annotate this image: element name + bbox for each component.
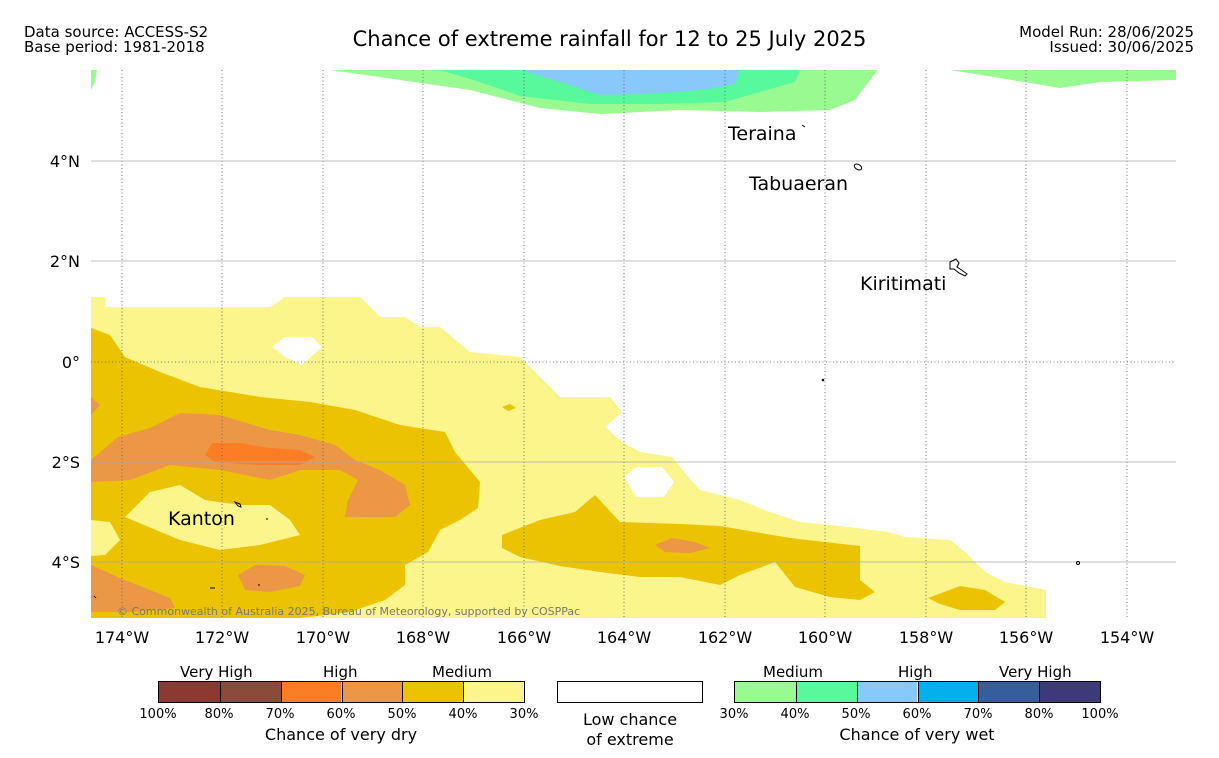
legend-wet-tick: 40% bbox=[780, 707, 810, 722]
header-left: Data source: ACCESS-S2 Base period: 1981… bbox=[24, 25, 208, 55]
map-title: Chance of extreme rainfall for 12 to 25 … bbox=[352, 27, 867, 51]
legend-wet-tick: 30% bbox=[719, 707, 749, 722]
legend-wet-color-cell bbox=[917, 682, 979, 702]
dry-60-70-region bbox=[205, 443, 315, 465]
legend-dry-category: High bbox=[323, 663, 358, 681]
legend-dry-color-cell bbox=[463, 682, 524, 702]
lat-tick: 0° bbox=[62, 353, 80, 372]
dry-50-60-west-edge bbox=[91, 397, 100, 415]
legend-wet-tick: 60% bbox=[902, 707, 932, 722]
wet-30-40-region-ne bbox=[950, 70, 1176, 88]
place-label-teraina: Teraina bbox=[727, 123, 797, 145]
legend-wet-tick: 50% bbox=[841, 707, 871, 722]
legend-wet-caption: Chance of very wet bbox=[839, 725, 995, 744]
legend-dry-caption: Chance of very dry bbox=[264, 725, 418, 744]
wet-30-40-region-nw bbox=[91, 70, 97, 90]
legend-low-swatch bbox=[557, 681, 703, 703]
lat-tick: 4°N bbox=[50, 152, 80, 171]
place-label-tabuaeran: Tabuaeran bbox=[748, 173, 848, 195]
legend-dry-tick: 100% bbox=[139, 707, 177, 722]
lon-tick: 162°W bbox=[698, 628, 753, 647]
model-run-label: Model Run: 28/06/2025 bbox=[1019, 23, 1194, 41]
legend-dry-color-cell bbox=[402, 682, 464, 702]
kiritimati-island bbox=[949, 258, 968, 277]
legend-dry-color-cell bbox=[341, 682, 403, 702]
low-chance-pocket-2 bbox=[624, 467, 674, 497]
legend-dry-color-cell bbox=[159, 682, 220, 702]
lat-tick: 2°N bbox=[50, 252, 80, 271]
tabuaeran-island bbox=[853, 163, 863, 171]
lon-tick: 174°W bbox=[95, 628, 150, 647]
place-label-kiritimati: Kiritimati bbox=[860, 273, 946, 295]
lon-tick: 158°W bbox=[899, 628, 954, 647]
legend-dry-colorbar bbox=[158, 681, 525, 703]
wet-50-60-region bbox=[520, 70, 740, 95]
legend-low-line1: Low chance bbox=[582, 710, 678, 729]
dry-30-40-inner-west-2 bbox=[91, 520, 120, 556]
map-fields bbox=[91, 70, 1176, 618]
copyright-credit: © Commonwealth of Australia 2025, Bureau… bbox=[117, 605, 580, 618]
legend-wet-color-cell bbox=[795, 682, 857, 702]
lon-tick: 166°W bbox=[497, 628, 552, 647]
teraina-island bbox=[801, 124, 806, 128]
dry-50-60-region bbox=[91, 413, 410, 517]
legend-dry-tick: 60% bbox=[326, 707, 356, 722]
place-label-kanton: Kanton bbox=[168, 508, 235, 530]
lon-tick: 154°W bbox=[1100, 628, 1155, 647]
legend-wet-color-cell bbox=[735, 682, 796, 702]
legend-wet-color-cell bbox=[978, 682, 1040, 702]
islet-6 bbox=[93, 595, 97, 599]
low-chance-pocket-1 bbox=[272, 337, 322, 365]
legend-dry-tick: 30% bbox=[509, 707, 539, 722]
lon-tick: 172°W bbox=[195, 628, 250, 647]
issued-label: Issued: 30/06/2025 bbox=[1049, 38, 1194, 56]
islet-2 bbox=[1076, 561, 1080, 565]
base-period-label: Base period: 1981-2018 bbox=[24, 38, 205, 56]
legend-low-line2: of extreme bbox=[586, 730, 674, 749]
legend-dry-category: Very High bbox=[180, 663, 253, 681]
lon-tick: 170°W bbox=[296, 628, 351, 647]
legend-dry-color-cell bbox=[280, 682, 342, 702]
dry-50-60-blob-east bbox=[655, 538, 710, 553]
legend-wet-color-cell bbox=[1039, 682, 1100, 702]
data-source-label: Data source: ACCESS-S2 bbox=[24, 23, 209, 41]
legend-wet-category: High bbox=[898, 663, 933, 681]
legend-wet-category: Very High bbox=[999, 663, 1072, 681]
legend-dry-tick: 40% bbox=[448, 707, 478, 722]
legend-wet-color-cell bbox=[856, 682, 918, 702]
lat-tick: 2°S bbox=[52, 453, 80, 472]
legend-dry-tick: 70% bbox=[265, 707, 295, 722]
dry-40-50-blob-se bbox=[928, 586, 1005, 610]
dry-30-40-inner-west bbox=[125, 485, 300, 550]
legend-dry-tick: 80% bbox=[204, 707, 234, 722]
lon-tick: 164°W bbox=[597, 628, 652, 647]
lon-tick: 160°W bbox=[798, 628, 853, 647]
gridlines bbox=[91, 70, 1176, 618]
latitude-labels: 4°N 2°N 0° 2°S 4°S bbox=[50, 152, 80, 572]
island-outlines bbox=[93, 124, 1080, 599]
header-right: Model Run: 28/06/2025 Issued: 30/06/2025 bbox=[1019, 25, 1194, 55]
longitude-labels: 174°W 172°W 170°W 168°W 166°W 164°W 162°… bbox=[95, 628, 1155, 647]
dry-50-60-blob-sw bbox=[91, 565, 175, 612]
islet-1 bbox=[821, 378, 825, 382]
legend-dry-category: Medium bbox=[432, 663, 492, 681]
lon-tick: 168°W bbox=[396, 628, 451, 647]
legend-dry-tick: 50% bbox=[387, 707, 417, 722]
legend-wet-tick: 70% bbox=[963, 707, 993, 722]
legend-dry-color-cell bbox=[219, 682, 281, 702]
legend-low-caption: Low chance of extreme bbox=[557, 710, 703, 750]
legend-wet-tick: 100% bbox=[1081, 707, 1119, 722]
kanton-island bbox=[233, 500, 242, 508]
legend-wet-category: Medium bbox=[763, 663, 823, 681]
dry-50-60-blob-south bbox=[238, 565, 305, 592]
legend-wet-tick: 80% bbox=[1024, 707, 1054, 722]
lat-tick: 4°S bbox=[52, 553, 80, 572]
legend-wet-colorbar bbox=[734, 681, 1101, 703]
dry-40-50-blob-small bbox=[502, 404, 516, 411]
lon-tick: 156°W bbox=[999, 628, 1054, 647]
